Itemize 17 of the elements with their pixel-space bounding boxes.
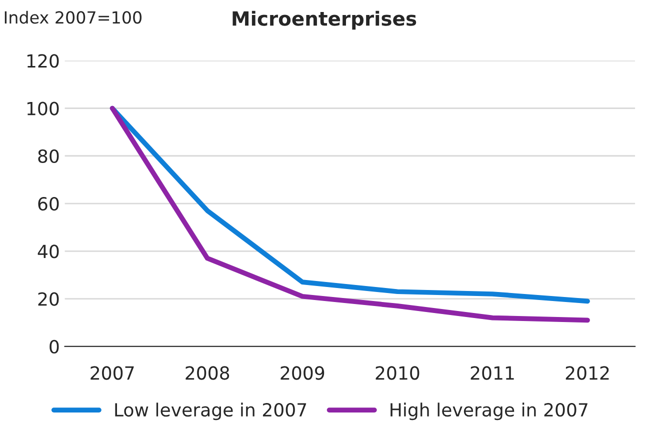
y-tick-label: 100	[27, 102, 59, 116]
legend-label: Low leverage in 2007	[115, 402, 306, 420]
y-tick-label: 0	[50, 340, 59, 354]
y-tick-label: 20	[38, 292, 59, 306]
x-tick-label: 2010	[376, 366, 420, 380]
y-tick-label: 120	[27, 54, 59, 68]
x-tick-label: 2011	[470, 366, 514, 380]
y-tick-label: 40	[38, 244, 59, 258]
legend-label: High leverage in 2007	[390, 402, 588, 420]
x-tick-label: 2007	[90, 366, 134, 380]
x-tick-label: 2012	[566, 366, 609, 380]
y-tick-label: 80	[38, 149, 59, 163]
chart-title: Microenterprises	[232, 10, 416, 30]
x-tick-label: 2008	[186, 366, 230, 380]
y-tick-label: 60	[38, 196, 59, 211]
x-tick-label: 2009	[280, 366, 324, 380]
y-axis-title: Index 2007=100	[4, 10, 142, 24]
